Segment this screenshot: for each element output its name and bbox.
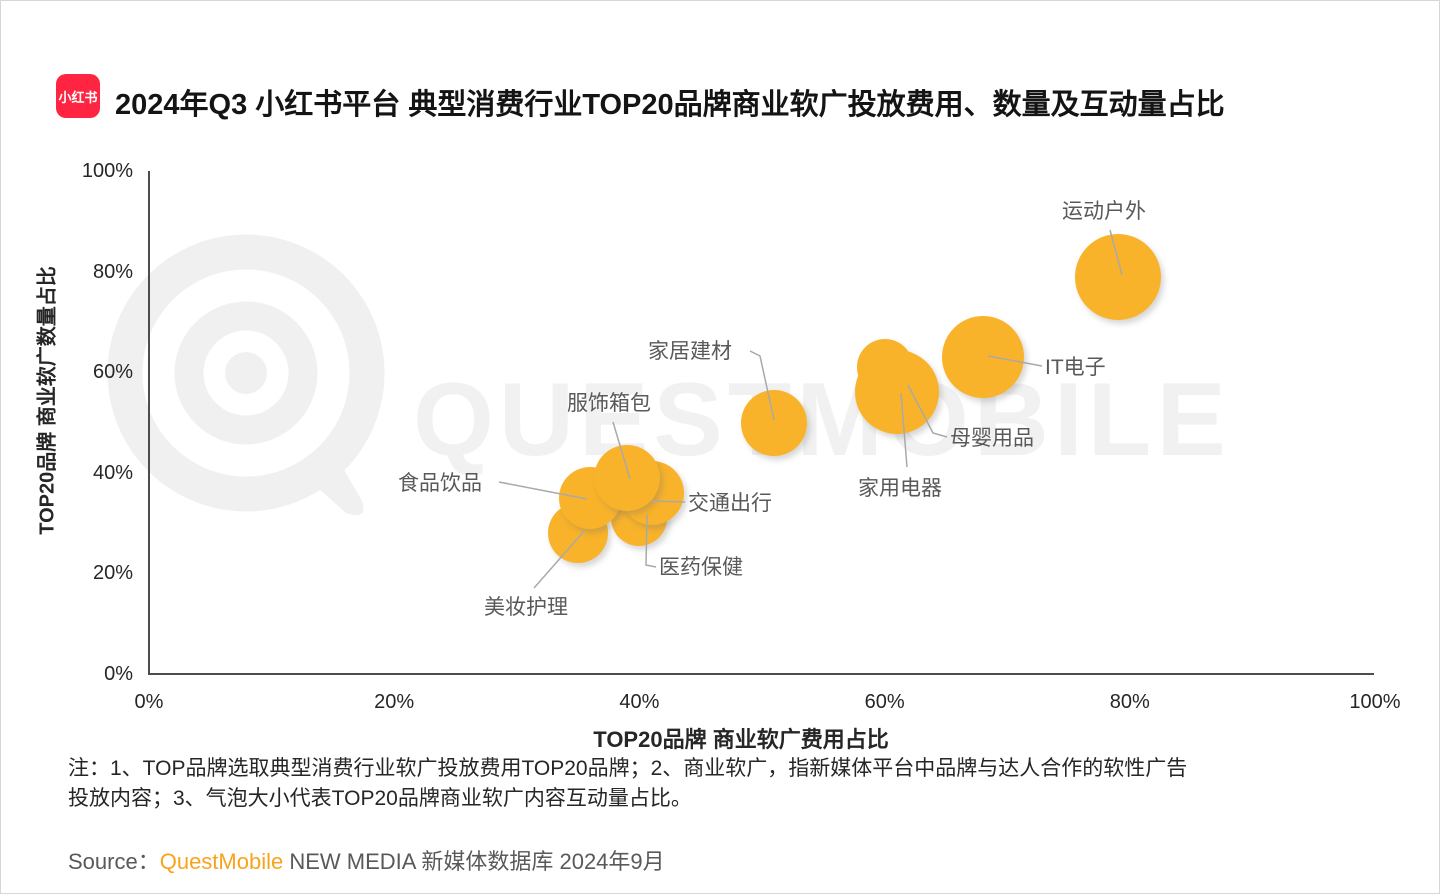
bubble-label: 家用电器 (858, 477, 942, 500)
y-tick-label: 80% (92, 260, 133, 283)
bubble-label: 食品饮品 (398, 472, 482, 495)
bubble-label: IT电子 (1045, 356, 1106, 379)
source-prefix: Source： (68, 849, 160, 874)
bubble-label: 母婴用品 (950, 427, 1034, 450)
y-axis-line (148, 171, 150, 675)
x-tick-label: 40% (619, 691, 660, 713)
chart-bubble (594, 444, 661, 511)
y-tick-label: 60% (92, 361, 133, 384)
footnote: 注：1、TOP品牌选取典型消费行业软广投放费用TOP20品牌；2、商业软广，指新… (68, 754, 1388, 814)
xiaohongshu-logo-icon: 小红书 (56, 74, 100, 118)
x-axis-title: TOP20品牌 商业软广费用占比 (593, 727, 889, 752)
source-brand: QuestMobile (159, 849, 284, 874)
bubble-label: 交通出行 (688, 492, 772, 515)
y-tick-label: 40% (92, 461, 133, 484)
bubble-label: 服饰箱包 (567, 392, 651, 415)
x-tick-label: 80% (1109, 691, 1150, 713)
chart-bubble (941, 316, 1024, 399)
x-tick-label: 100% (1349, 691, 1401, 713)
y-tick-label: 20% (92, 562, 133, 585)
chart-bubble (741, 389, 808, 456)
page-title: 2024年Q3 小红书平台 典型消费行业TOP20品牌商业软广投放费用、数量及互… (115, 89, 1225, 121)
footnote-line: 注：1、TOP品牌选取典型消费行业软广投放费用TOP20品牌；2、商业软广，指新… (68, 757, 1188, 780)
bubble-label: 家居建材 (648, 340, 732, 363)
y-axis-title: TOP20品牌 商业软广数量占比 (36, 266, 59, 535)
source-suffix: NEW MEDIA 新媒体数据库 2024年9月 (283, 849, 665, 874)
x-tick-label: 0% (134, 691, 164, 713)
y-tick-label: 0% (104, 663, 133, 685)
xiaohongshu-logo-text: 小红书 (58, 89, 98, 105)
x-axis-line (148, 673, 1374, 675)
x-tick-label: 60% (864, 691, 905, 713)
chart-bubble (1074, 233, 1161, 320)
y-tick-label: 100% (81, 160, 133, 182)
x-tick-label: 20% (374, 691, 415, 713)
bubble-label: 美妆护理 (484, 596, 568, 619)
bubble-label: 运动户外 (1062, 200, 1146, 223)
source-line: Source：QuestMobile NEW MEDIA 新媒体数据库 2024… (68, 844, 665, 876)
chart-bubble (854, 350, 939, 435)
bubble-label: 医药保健 (659, 556, 743, 579)
footnote-line: 投放内容；3、气泡大小代表TOP20品牌商业软广内容互动量占比。 (68, 787, 692, 810)
